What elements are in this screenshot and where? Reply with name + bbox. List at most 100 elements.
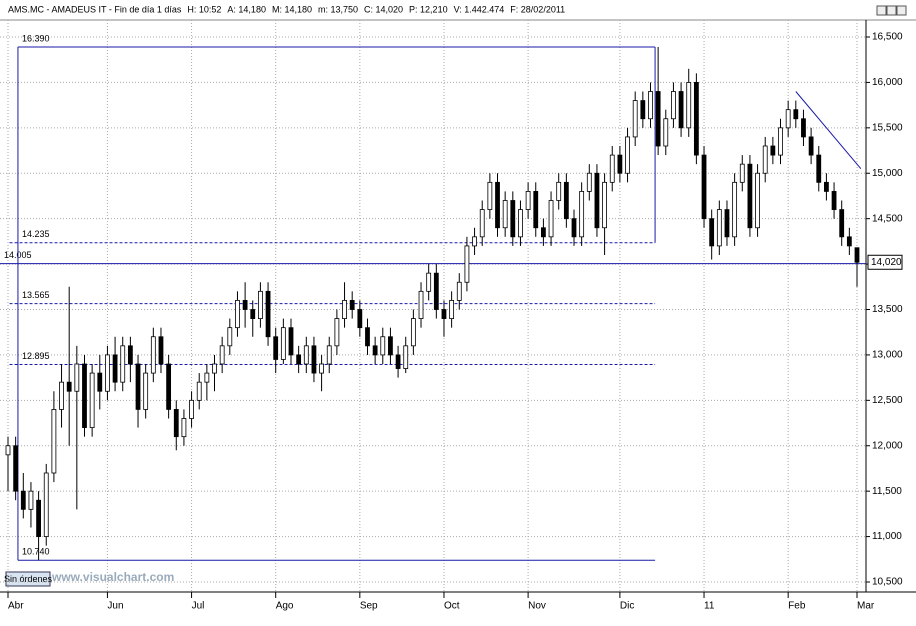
candle-body <box>334 318 340 347</box>
header-field: C: 14,020 <box>364 4 403 14</box>
candle-body <box>502 200 508 229</box>
candle-body <box>541 227 546 238</box>
header-field: M: 14,180 <box>272 4 312 14</box>
orders-button-label[interactable]: Sin órdenes <box>4 574 53 584</box>
minimize-button[interactable] <box>876 5 887 16</box>
candle-body <box>105 354 110 392</box>
x-tick-label: Dic <box>620 601 634 612</box>
candle-body <box>120 345 126 383</box>
candle-body <box>854 247 860 263</box>
level-label: 13.565 <box>22 290 50 300</box>
candle-body <box>311 345 317 374</box>
candle-body <box>632 100 638 138</box>
level-label: 16.390 <box>22 33 50 43</box>
x-tick-label: Oct <box>444 601 460 612</box>
candle-body <box>372 345 378 356</box>
candle-body <box>472 236 477 247</box>
candle-body <box>112 354 118 383</box>
restore-button[interactable] <box>886 5 897 16</box>
trendline <box>795 91 862 170</box>
x-tick-label: 11 <box>704 601 715 612</box>
candle-body <box>571 218 577 238</box>
candle-body <box>395 354 401 369</box>
window-buttons[interactable] <box>876 5 907 16</box>
candle-body <box>403 345 409 369</box>
candle-body <box>739 163 745 183</box>
y-tick-label: 15,000 <box>872 168 903 179</box>
candle-body <box>655 91 661 147</box>
candle-body <box>235 300 240 329</box>
candle-body <box>349 300 355 310</box>
y-tick-label: 11,500 <box>872 486 902 497</box>
header-field: P: 12,210 <box>409 4 448 14</box>
candle-body <box>716 209 722 247</box>
header-field: V: 1.442.474 <box>454 4 505 14</box>
candle-body <box>36 499 41 537</box>
candle-body <box>831 191 837 210</box>
candle-body <box>594 172 600 229</box>
candle-body <box>801 118 806 138</box>
candle-body <box>326 345 332 365</box>
candle-body <box>143 372 149 410</box>
candle-body <box>464 245 470 283</box>
candle-body <box>166 363 172 410</box>
y-tick-label: 16,500 <box>872 32 903 43</box>
candle-body <box>13 445 19 492</box>
candle-body <box>426 272 432 292</box>
candle-body <box>51 409 57 474</box>
candle-body <box>510 200 516 238</box>
candle-body <box>617 154 623 174</box>
watermark: www.visualchart.com <box>51 570 174 584</box>
header-field: m: 13,750 <box>318 4 358 14</box>
candle-body <box>648 91 653 120</box>
candle-body <box>5 445 11 456</box>
candle-body <box>212 363 217 374</box>
candle-body <box>173 409 179 438</box>
candle-body <box>609 154 615 183</box>
candle-body <box>602 181 607 229</box>
candle-body <box>181 418 187 438</box>
candle-body <box>127 345 133 365</box>
candle-body <box>273 336 279 360</box>
candle-body <box>816 154 822 183</box>
candle-body <box>219 345 225 365</box>
x-tick-label: Jul <box>192 601 205 612</box>
candle-body <box>43 472 49 537</box>
candle-body <box>846 236 852 247</box>
candle-body <box>280 327 286 360</box>
y-tick-label: 16,000 <box>872 77 903 88</box>
candle-body <box>548 200 554 238</box>
candle-body <box>693 82 699 156</box>
candle-body <box>319 363 324 374</box>
candle-body <box>525 191 531 210</box>
price-tag-label: 14,020 <box>871 257 902 268</box>
candle-body <box>625 136 630 174</box>
level-label: 10.740 <box>22 547 50 557</box>
candle-body <box>410 318 416 347</box>
candle-body <box>59 381 64 410</box>
candle-body <box>770 145 776 156</box>
candle-body <box>303 345 309 365</box>
candle-body <box>678 91 684 129</box>
candle-body <box>709 218 715 247</box>
candle-body <box>495 181 500 229</box>
candle-body <box>28 490 34 510</box>
candle-body <box>579 191 585 238</box>
y-tick-label: 13,500 <box>872 304 903 315</box>
candle-body <box>479 209 485 238</box>
x-tick-label: Ago <box>276 601 294 612</box>
candle-body <box>380 336 386 356</box>
candle-body <box>824 181 829 192</box>
candle-body <box>518 209 523 238</box>
candle-body <box>388 336 393 356</box>
candle-body <box>20 490 26 510</box>
candle-body <box>242 300 248 310</box>
candle-body <box>204 372 210 383</box>
candle-body <box>686 82 692 129</box>
candle-body <box>74 363 80 392</box>
candle-body <box>701 154 707 220</box>
header-field: H: 10:52 <box>187 4 221 14</box>
close-button[interactable] <box>896 5 907 16</box>
y-tick-label: 15,500 <box>872 122 903 133</box>
header-field: A: 14,180 <box>227 4 266 14</box>
